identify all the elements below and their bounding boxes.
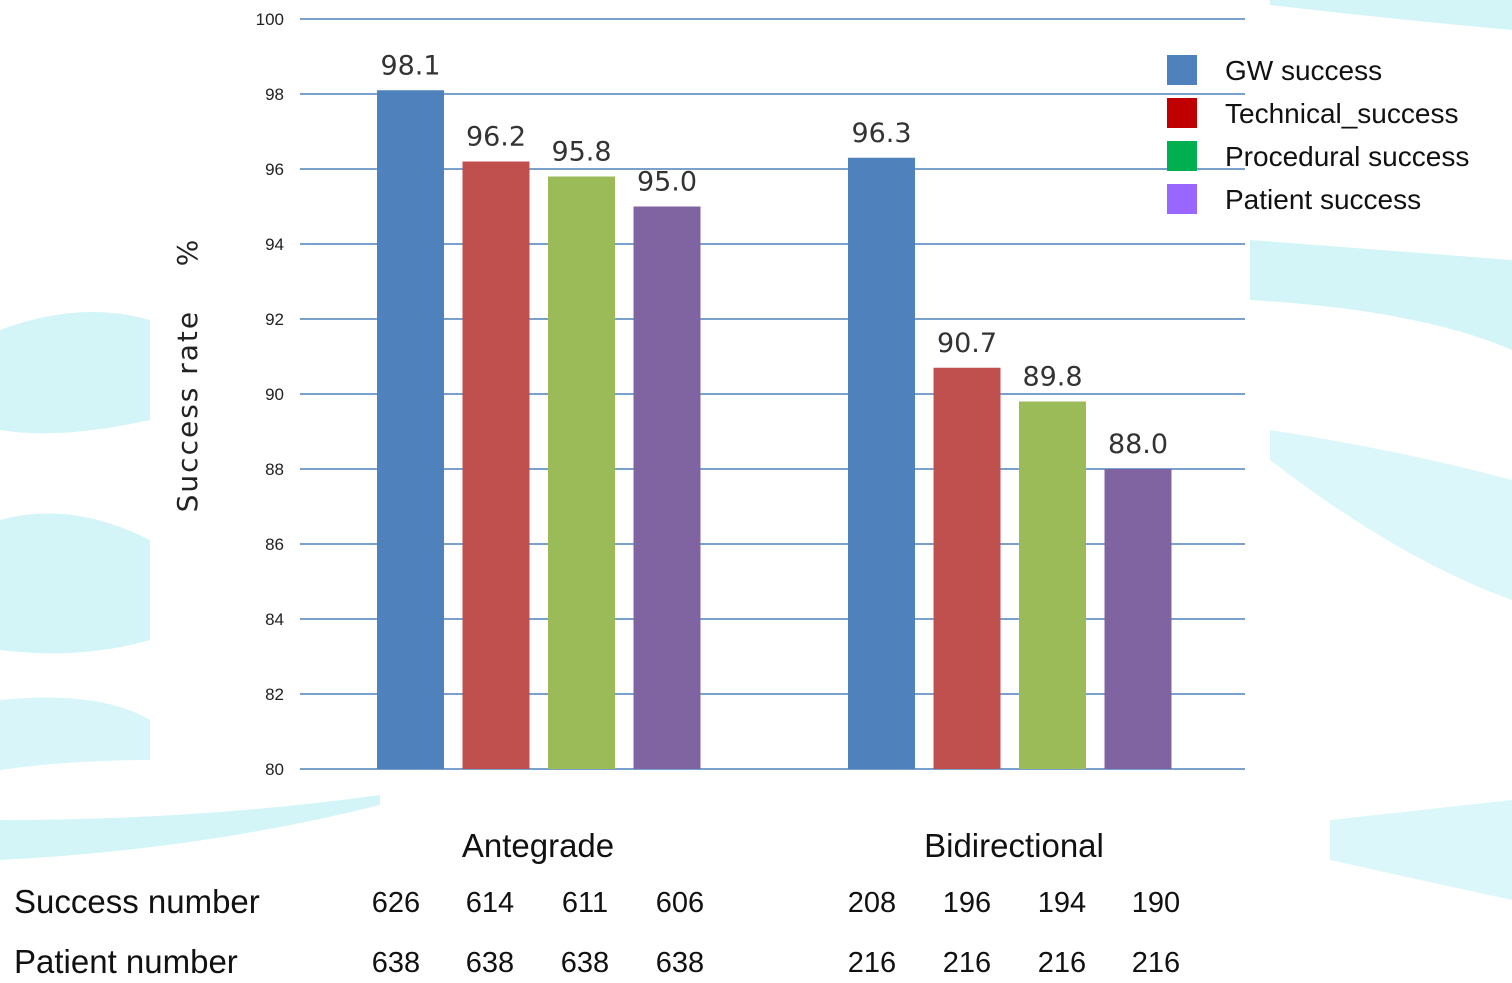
table-row-label: Patient number (14, 943, 238, 980)
table-cell: 194 (1038, 887, 1086, 919)
table-cell: 626 (372, 887, 420, 919)
bar-bidirectional-series-3 (1019, 401, 1086, 769)
legend-label: GW success (1225, 55, 1382, 86)
gridlines (300, 18, 1245, 770)
count-table: Success number 626 614 611 606 208 196 194 190 Pa… (14, 883, 1180, 980)
legend-swatch (1167, 141, 1197, 171)
y-tick-label: 100 (256, 10, 284, 29)
y-tick-label: 96 (265, 160, 284, 179)
category-label: Antegrade (462, 827, 614, 864)
table-cell: 196 (943, 887, 991, 919)
bar-antegrade-series-2 (462, 161, 530, 769)
table-cell: 190 (1132, 887, 1180, 919)
y-tick-label: 88 (265, 460, 284, 479)
bar-antegrade-series-4 (633, 206, 701, 769)
y-tick-label: 90 (265, 385, 284, 404)
table-cell: 216 (1132, 947, 1180, 979)
y-tick-label: 84 (265, 610, 284, 629)
category-label: Bidirectional (924, 827, 1104, 864)
table-cell: 638 (466, 947, 514, 979)
table-cell: 216 (943, 947, 991, 979)
table-row-label: Success number (14, 883, 260, 920)
bars (377, 90, 1172, 769)
data-label: 98.1 (380, 50, 440, 81)
legend-label: Procedural success (1225, 141, 1469, 172)
y-tick-label: 82 (265, 685, 284, 704)
y-tick-label: 86 (265, 535, 284, 554)
table-cell: 638 (656, 947, 704, 979)
bar-bidirectional-series-2 (933, 367, 1001, 769)
y-tick-label: 94 (265, 235, 284, 254)
y-tick-label: 92 (265, 310, 284, 329)
legend-swatch (1167, 55, 1197, 85)
data-label: 95.8 (551, 137, 611, 168)
legend-swatch (1167, 98, 1197, 128)
y-axis-ticks: 80 82 84 86 88 90 92 94 96 98 100 (256, 10, 284, 779)
data-labels: 98.1 96.3 96.2 90.7 95.8 89.8 95.0 88.0 (380, 50, 1168, 460)
table-cell: 614 (466, 887, 514, 919)
table-cell: 638 (561, 947, 609, 979)
legend-label: Technical_success (1225, 98, 1458, 129)
data-label: 90.7 (937, 328, 997, 359)
table-cell: 611 (562, 887, 608, 919)
data-label: 95.0 (637, 167, 697, 198)
y-tick-label: 98 (265, 85, 284, 104)
data-label: 96.3 (851, 118, 911, 149)
legend-swatch (1167, 184, 1197, 214)
y-tick-label: 80 (265, 760, 284, 779)
table-cell: 638 (372, 947, 420, 979)
bar-bidirectional-series-4 (1104, 469, 1172, 769)
table-cell: 216 (848, 947, 896, 979)
data-label: 96.2 (466, 122, 526, 153)
data-label: 89.8 (1022, 362, 1082, 393)
data-label: 88.0 (1108, 429, 1168, 460)
bar-antegrade-series-3 (548, 176, 615, 769)
table-cell: 606 (656, 887, 704, 919)
bar-antegrade-series-1 (377, 90, 444, 769)
table-cell: 216 (1038, 947, 1086, 979)
legend-label: Patient success (1225, 184, 1421, 215)
legend: GW success Technical_success Procedural su… (1167, 55, 1469, 215)
y-axis-label: Success rate % (171, 238, 204, 513)
category-labels: Antegrade Bidirectional (462, 827, 1104, 864)
bar-bidirectional-series-1 (848, 157, 915, 769)
table-cell: 208 (848, 887, 896, 919)
